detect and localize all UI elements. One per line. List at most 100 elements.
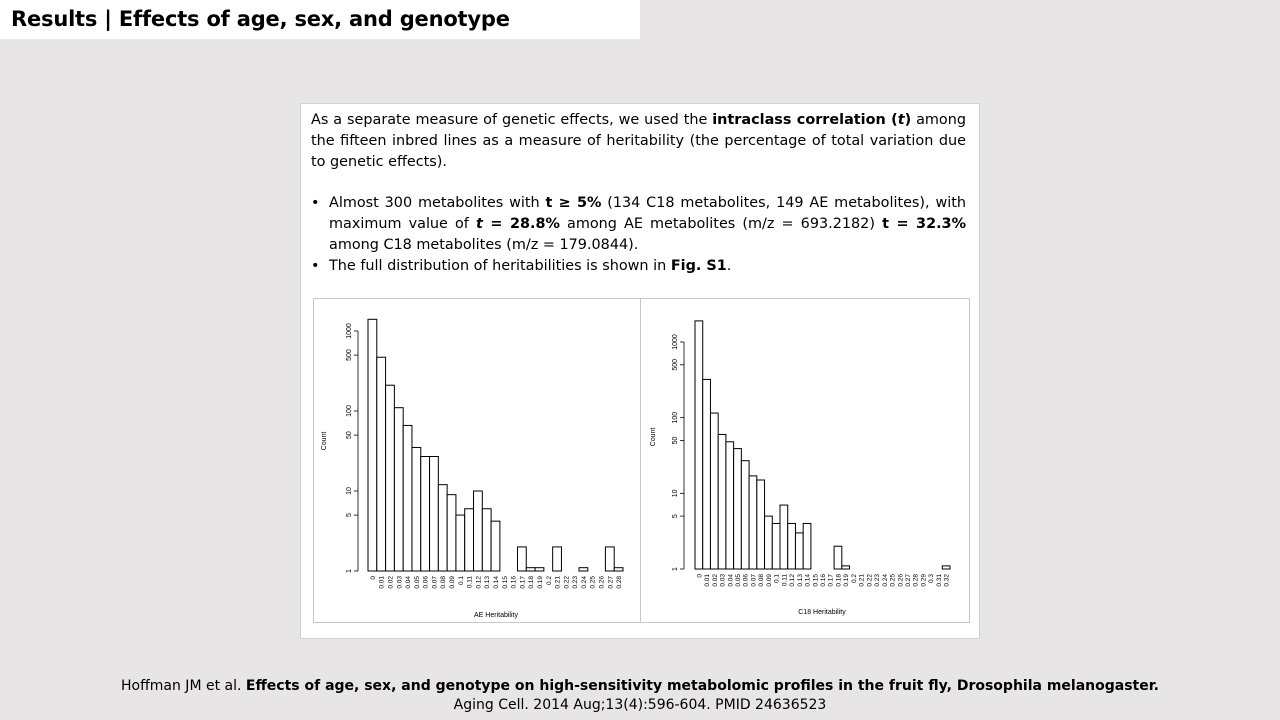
histogram-bar bbox=[725, 441, 735, 570]
histogram-bar bbox=[841, 565, 851, 570]
x-tick-label: 0.06 bbox=[423, 576, 430, 589]
y-tick-label: 5 bbox=[346, 513, 353, 517]
bullet-item: The full distribution of heritabilities … bbox=[311, 256, 966, 277]
x-tick-label: 0.03 bbox=[720, 574, 727, 587]
histogram-bar bbox=[748, 475, 758, 570]
x-tick-label: 0.18 bbox=[528, 576, 535, 589]
intro-paragraph: As a separate measure of genetic effects… bbox=[311, 110, 966, 173]
x-tick-label: 0.28 bbox=[913, 574, 920, 587]
x-tick-label: 0.25 bbox=[590, 576, 597, 589]
histogram-bar bbox=[756, 479, 766, 570]
y-tick-label: 1000 bbox=[672, 334, 679, 350]
histogram-bar bbox=[794, 532, 804, 570]
citation-journal: Aging Cell. 2014 Aug;13(4):596-604. PMID… bbox=[453, 697, 827, 713]
bullet-bold: t = 32.3% bbox=[882, 216, 966, 232]
histogram-bar bbox=[481, 508, 492, 572]
y-tick-label: 100 bbox=[672, 412, 679, 424]
x-tick-label: 0.13 bbox=[797, 574, 804, 587]
histogram-bar bbox=[437, 484, 448, 572]
y-tick-label: 1 bbox=[672, 567, 679, 571]
paragraph-bold-close: ) bbox=[904, 112, 912, 128]
histogram-bar bbox=[473, 490, 483, 572]
x-tick-label: 0.21 bbox=[859, 574, 866, 587]
x-tick-label: 0.31 bbox=[936, 574, 943, 587]
y-tick-label: 10 bbox=[672, 489, 679, 497]
x-tick-label: 0.09 bbox=[449, 576, 456, 589]
x-tick-label: 0.24 bbox=[882, 574, 889, 587]
x-tick-label: 0.1 bbox=[774, 574, 781, 583]
histogram-bar bbox=[787, 522, 796, 570]
x-tick-label: 0.14 bbox=[493, 576, 500, 589]
y-tick-label: 100 bbox=[346, 405, 353, 417]
histogram-bar bbox=[613, 567, 624, 572]
histogram-bar bbox=[402, 424, 413, 572]
histogram-bar bbox=[464, 508, 475, 572]
histogram-bar bbox=[429, 455, 439, 572]
x-tick-label: 0.25 bbox=[890, 574, 897, 587]
text-block: As a separate measure of genetic effects… bbox=[311, 110, 966, 277]
x-tick-label: 0.18 bbox=[835, 574, 842, 587]
x-tick-label: 0.27 bbox=[905, 574, 912, 587]
x-tick-label: 0.15 bbox=[502, 576, 509, 589]
x-tick-label: 0.1 bbox=[458, 576, 465, 585]
histogram-bar bbox=[717, 433, 727, 570]
y-tick-label: 1 bbox=[346, 569, 353, 573]
paragraph-bold-term: intraclass correlation ( bbox=[712, 112, 898, 128]
x-tick-label: 0.02 bbox=[387, 576, 394, 589]
histogram-bar bbox=[604, 546, 615, 572]
x-tick-label: 0 bbox=[370, 576, 377, 580]
bullet-text: The full distribution of heritabilities … bbox=[329, 258, 671, 274]
x-tick-label: 0.21 bbox=[555, 576, 562, 589]
histogram-bar bbox=[833, 545, 843, 570]
content-box: As a separate measure of genetic effects… bbox=[300, 103, 980, 639]
slide-title: Results | Effects of age, sex, and genot… bbox=[11, 7, 510, 31]
x-tick-label: 0.19 bbox=[843, 574, 850, 587]
x-tick-label: 0.16 bbox=[511, 576, 518, 589]
histogram-bar bbox=[552, 546, 562, 572]
x-tick-label: 0.27 bbox=[607, 576, 614, 589]
x-tick-label: 0.03 bbox=[396, 576, 403, 589]
histogram-bar bbox=[578, 567, 589, 572]
x-tick-label: 0.04 bbox=[727, 574, 734, 587]
histogram-bar bbox=[376, 356, 387, 572]
x-tick-label: 0.26 bbox=[897, 574, 904, 587]
histogram-bar bbox=[771, 522, 781, 570]
title-bar: Results | Effects of age, sex, and genot… bbox=[0, 0, 640, 39]
histogram-bar bbox=[534, 567, 545, 572]
y-tick-label: 50 bbox=[672, 436, 679, 444]
histogram-bar bbox=[367, 318, 378, 572]
bullet-text: . bbox=[726, 258, 732, 274]
x-axis-title: AE Heritability bbox=[474, 612, 518, 619]
panel-divider bbox=[640, 299, 641, 622]
bullet-symbol: t bbox=[475, 216, 483, 232]
histogram-bar bbox=[740, 460, 750, 570]
citation: Hoffman JM et al. Effects of age, sex, a… bbox=[0, 677, 1280, 715]
x-tick-label: 0.02 bbox=[712, 574, 719, 587]
histogram-bar bbox=[393, 407, 404, 572]
citation-title: Effects of age, sex, and genotype on hig… bbox=[245, 678, 1159, 694]
histogram-bar bbox=[733, 448, 742, 570]
citation-authors: Hoffman JM et al. bbox=[121, 678, 246, 694]
bullet-bold: t ≥ 5% bbox=[545, 195, 602, 211]
histogram-bar bbox=[455, 514, 466, 572]
bullet-text: among C18 metabolites (m/z = 179.0844). bbox=[329, 237, 639, 253]
x-tick-label: 0.07 bbox=[431, 576, 438, 589]
paragraph-symbol: t bbox=[897, 112, 905, 128]
x-tick-label: 0.01 bbox=[379, 576, 386, 589]
histogram-bar bbox=[779, 504, 789, 570]
histogram-bar bbox=[802, 522, 812, 570]
citation-line-1: Hoffman JM et al. Effects of age, sex, a… bbox=[0, 677, 1280, 696]
y-tick-label: 5 bbox=[672, 514, 679, 518]
y-axis-title: Count bbox=[650, 428, 657, 447]
figure-reference: Fig. S1 bbox=[670, 258, 727, 274]
y-tick-label: 50 bbox=[346, 431, 353, 439]
x-tick-label: 0 bbox=[696, 574, 703, 578]
bullet-item: Almost 300 metabolites with t ≥ 5% (134 … bbox=[311, 193, 966, 256]
histogram-figure: 0 0.01 0.02 0.03 0.04 0.05 0.06 0.07 0.08 0.09 0.1… bbox=[321, 318, 951, 619]
x-tick-label: 0.04 bbox=[405, 576, 412, 589]
histogram-bar bbox=[516, 546, 527, 572]
histogram-bar bbox=[764, 515, 773, 570]
histogram-bar bbox=[525, 567, 536, 572]
y-tick-label: 10 bbox=[346, 487, 353, 495]
x-tick-label: 0.17 bbox=[519, 576, 526, 589]
